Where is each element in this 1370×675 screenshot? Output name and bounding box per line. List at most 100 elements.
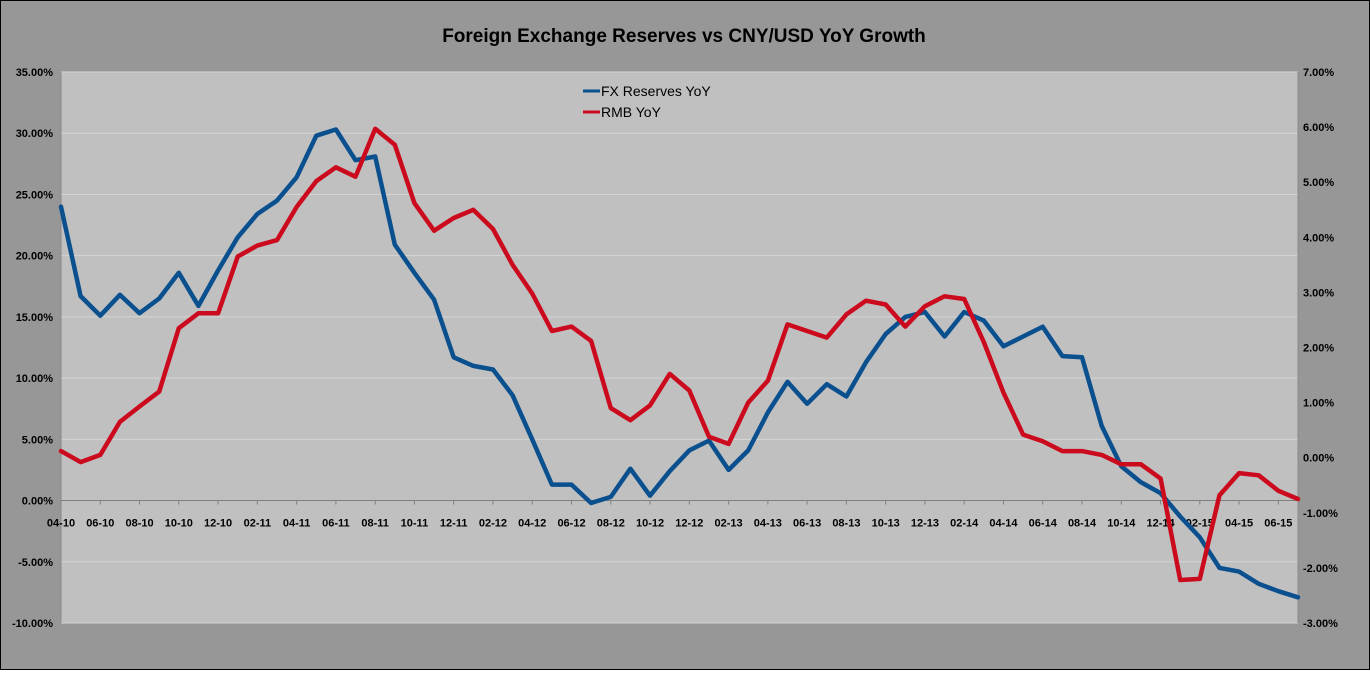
y-right-tick-label: 0.00% [1303, 453, 1334, 465]
data-point-rmb [885, 303, 887, 306]
data-point-rmb [669, 373, 671, 375]
series-line-rmb [58, 126, 1301, 583]
data-point-fx-reserves [531, 438, 533, 440]
data-point-fx-reserves [904, 316, 906, 318]
x-tick-label: 10-11 [401, 518, 429, 530]
data-point-fx-reserves [963, 311, 965, 313]
data-point-fx-reserves [629, 468, 632, 470]
data-point-rmb [1218, 494, 1221, 496]
x-tick-label: 08-11 [361, 518, 389, 530]
data-point-fx-reserves [217, 269, 219, 271]
data-point-fx-reserves [1002, 345, 1005, 347]
x-tick-label: 04-12 [518, 518, 546, 530]
data-point-rmb [767, 379, 769, 382]
data-point-fx-reserves [119, 294, 121, 296]
x-tick-label: 10-14 [1107, 518, 1136, 530]
data-point-fx-reserves [1297, 596, 1299, 598]
y-right-tick-label: 3.00% [1303, 287, 1334, 299]
data-point-rmb [296, 206, 298, 208]
data-point-rmb [1238, 472, 1240, 474]
x-tick-label: 12-10 [204, 518, 232, 530]
data-point-rmb [688, 389, 690, 392]
data-point-rmb [806, 330, 808, 332]
y-left-tick-label: 25.00% [16, 189, 54, 201]
data-point-rmb [570, 325, 573, 328]
data-point-rmb [551, 330, 553, 332]
data-point-rmb [1042, 440, 1044, 442]
data-point-fx-reserves [1061, 355, 1063, 357]
y-right-tick-label: 6.00% [1303, 122, 1334, 134]
x-tick-label: 02-13 [715, 518, 743, 530]
data-point-fx-reserves [1277, 590, 1279, 592]
y-right-tick-label: -1.00% [1303, 508, 1338, 520]
data-point-rmb [80, 461, 82, 463]
data-point-rmb [649, 404, 651, 406]
data-point-fx-reserves [315, 135, 317, 137]
data-point-fx-reserves [453, 356, 455, 358]
data-point-rmb [590, 340, 592, 342]
data-point-rmb [1199, 578, 1201, 580]
x-tick-label: 06-12 [557, 518, 585, 530]
data-point-fx-reserves [197, 305, 200, 307]
data-point-rmb [1022, 433, 1024, 436]
x-tick-label: 02-15 [1186, 518, 1214, 530]
series-lines [58, 126, 1301, 600]
x-tick-label: 04-10 [47, 518, 75, 530]
data-point-fx-reserves [943, 335, 946, 338]
x-tick-label: 02-11 [244, 518, 272, 530]
x-tick-label: 10-13 [872, 518, 900, 530]
x-tick-label: 04-14 [989, 518, 1018, 530]
data-point-rmb [335, 166, 337, 168]
data-point-rmb [256, 244, 258, 247]
data-point-fx-reserves [1199, 536, 1201, 538]
data-point-fx-reserves [983, 319, 985, 322]
data-point-rmb [1159, 478, 1162, 480]
data-point-fx-reserves [727, 469, 730, 471]
data-point-fx-reserves [649, 495, 651, 497]
data-point-fx-reserves [512, 394, 514, 396]
data-point-fx-reserves [158, 297, 160, 300]
y-left-tick-label: 35.00% [16, 67, 54, 79]
data-point-fx-reserves [178, 272, 180, 274]
y-right-tick-label: 5.00% [1303, 177, 1334, 189]
data-point-fx-reserves [296, 176, 298, 178]
chart-title: Foreign Exchange Reserves vs CNY/USD YoY… [442, 26, 926, 47]
data-point-fx-reserves [80, 295, 82, 297]
data-point-fx-reserves [1140, 481, 1142, 483]
data-point-fx-reserves [335, 128, 337, 131]
x-tick-label: 08-13 [832, 518, 860, 530]
data-point-fx-reserves [845, 395, 847, 398]
data-point-fx-reserves [1022, 335, 1024, 338]
data-point-rmb [138, 405, 141, 408]
plot-area [61, 72, 1298, 623]
data-point-rmb [512, 264, 514, 266]
data-point-rmb [531, 292, 533, 295]
data-point-fx-reserves [786, 381, 789, 383]
data-point-fx-reserves [1081, 356, 1083, 358]
data-point-fx-reserves [1218, 567, 1221, 569]
data-point-rmb [1061, 450, 1063, 452]
data-point-fx-reserves [767, 411, 769, 413]
data-point-rmb [1140, 463, 1142, 465]
x-tick-label: 02-14 [950, 518, 979, 530]
y-right-tick-label: 1.00% [1303, 398, 1334, 410]
data-point-rmb [178, 327, 180, 329]
data-point-fx-reserves [256, 213, 258, 215]
x-tick-label: 10-12 [636, 518, 664, 530]
y-left-tick-label: 0.00% [22, 496, 53, 508]
data-point-fx-reserves [669, 470, 671, 472]
data-point-fx-reserves [1159, 492, 1162, 494]
y-left-tick-label: -10.00% [12, 618, 53, 630]
data-point-rmb [963, 298, 965, 300]
x-tick-label: 06-10 [86, 518, 114, 530]
data-point-fx-reserves [688, 449, 690, 451]
data-point-rmb [924, 305, 926, 307]
data-point-fx-reserves [551, 484, 553, 486]
data-point-rmb [786, 323, 789, 325]
x-tick-label: 08-14 [1068, 518, 1097, 530]
legend-label-rmb: RMB YoY [601, 104, 662, 120]
data-point-fx-reserves [1258, 583, 1260, 585]
x-tick-label: 12-12 [675, 518, 703, 530]
data-point-fx-reserves [472, 365, 474, 367]
